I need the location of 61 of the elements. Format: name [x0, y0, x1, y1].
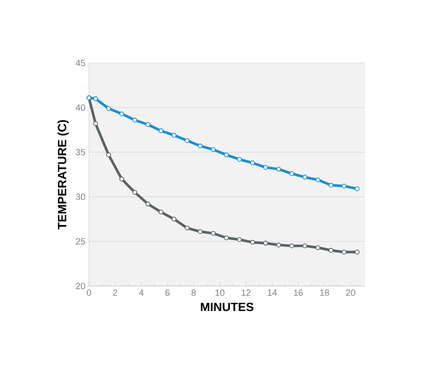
x-tick-label: 0 — [86, 290, 92, 296]
point — [328, 248, 334, 253]
x-tick-label: 4 — [139, 290, 144, 296]
point — [342, 184, 346, 188]
point — [237, 237, 242, 242]
x-tick-label: 18 — [320, 290, 330, 296]
point — [354, 186, 360, 192]
point — [119, 111, 124, 116]
point — [145, 202, 150, 206]
y-tick-label: 25 — [76, 238, 86, 245]
point — [119, 176, 124, 182]
point — [158, 128, 164, 134]
y-tick-label: 30 — [76, 194, 86, 200]
point — [106, 152, 112, 158]
x-tick-label: 2 — [113, 290, 118, 296]
point — [342, 250, 346, 254]
point — [263, 240, 268, 246]
x-tick-label: 8 — [192, 290, 196, 296]
point — [158, 210, 164, 214]
point — [302, 174, 308, 180]
point — [210, 230, 216, 236]
point — [172, 132, 176, 138]
point — [184, 138, 190, 143]
point — [316, 177, 320, 182]
point — [224, 235, 229, 240]
point — [198, 144, 203, 148]
point — [302, 243, 308, 248]
point — [132, 190, 138, 195]
x-tick-label: 16 — [294, 290, 303, 296]
x-tick-label: 14 — [268, 290, 277, 296]
point — [224, 152, 229, 158]
point — [276, 166, 282, 172]
point — [93, 96, 98, 102]
y-tick-label: 45 — [76, 60, 86, 66]
point — [263, 164, 268, 170]
point — [250, 160, 255, 166]
point — [132, 118, 138, 122]
y-tick-label: 40 — [76, 104, 86, 111]
point — [172, 216, 176, 222]
point — [289, 171, 294, 176]
point — [289, 243, 294, 248]
point — [250, 240, 255, 245]
point — [184, 226, 190, 230]
point — [198, 229, 203, 234]
point — [276, 242, 282, 248]
y-tick-label: 20 — [76, 282, 86, 290]
x-tick-label: 6 — [165, 290, 170, 296]
x-tick-label: 10 — [216, 290, 224, 296]
point — [145, 122, 150, 127]
point — [210, 147, 216, 152]
point — [106, 106, 112, 111]
y-tick-label: 35 — [76, 149, 86, 156]
point — [354, 250, 360, 254]
x-tick-label: 20 — [346, 290, 356, 296]
x-axis-title: MINUTES — [200, 302, 254, 312]
point — [237, 156, 242, 162]
point — [328, 182, 334, 188]
x-tick-label: 12 — [242, 290, 250, 296]
y-axis-title: TEMPERATURE (C) — [58, 120, 69, 230]
point — [316, 245, 320, 250]
point — [93, 121, 98, 126]
